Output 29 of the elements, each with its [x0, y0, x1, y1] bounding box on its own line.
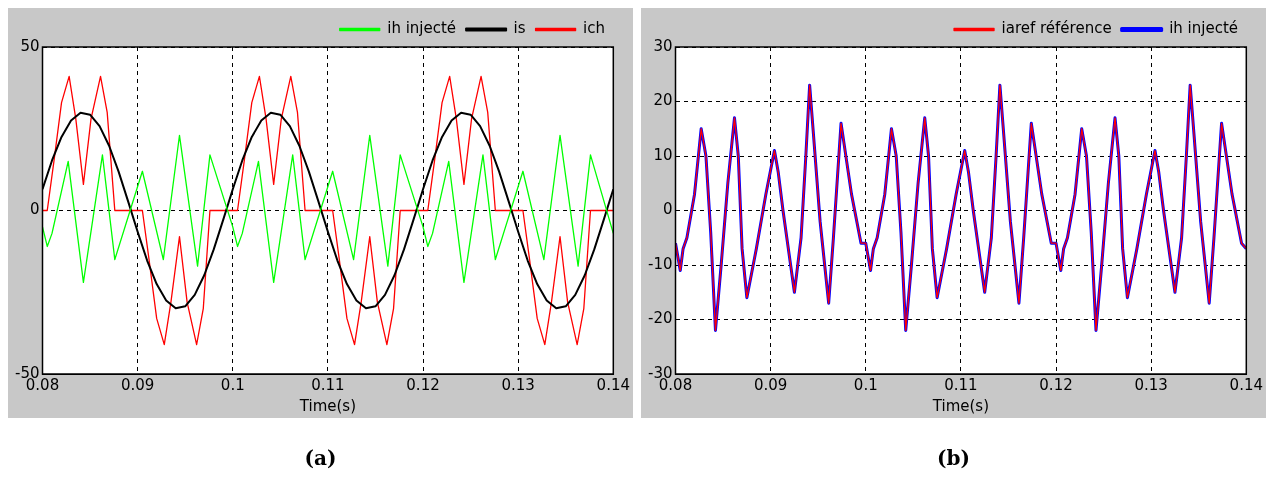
y-tick-label: 0 [662, 200, 673, 219]
x-tick-label: 0.12 [406, 375, 440, 394]
x-tick-label: 0.09 [120, 375, 155, 394]
y-tick-label: 10 [653, 145, 673, 164]
x-tick-label: 0.12 [1039, 375, 1073, 394]
x-axis-title: Time(s) [298, 396, 357, 415]
legend-label: is [513, 19, 526, 38]
legend-label: ih injecté [1169, 19, 1239, 38]
legend-label: iaref référence [1001, 19, 1112, 38]
legend-label: ih injecté [387, 19, 457, 38]
x-tick-label: 0.11 [944, 375, 978, 394]
x-axis-title: Time(s) [931, 396, 990, 415]
x-tick-label: 0.11 [311, 375, 345, 394]
legend-label: ich [583, 19, 605, 38]
x-tick-label: 0.13 [1134, 375, 1168, 394]
x-tick-label: 0.09 [753, 375, 788, 394]
y-tick-label: 30 [653, 36, 673, 55]
x-tick-label: 0.1 [853, 375, 878, 394]
text: (b) [937, 446, 970, 470]
text: (a) [304, 446, 337, 470]
y-tick-label: -20 [648, 309, 673, 328]
x-tick-label: 0.13 [501, 375, 535, 394]
y-tick-label: 0 [29, 200, 40, 219]
x-tick-label: 0.14 [1229, 375, 1263, 394]
y-tick-label: 50 [20, 36, 40, 55]
y-tick-label: 20 [653, 91, 673, 110]
y-tick-label: -10 [648, 254, 673, 273]
x-tick-label: 0.14 [596, 375, 630, 394]
x-tick-label: 0.1 [220, 375, 245, 394]
